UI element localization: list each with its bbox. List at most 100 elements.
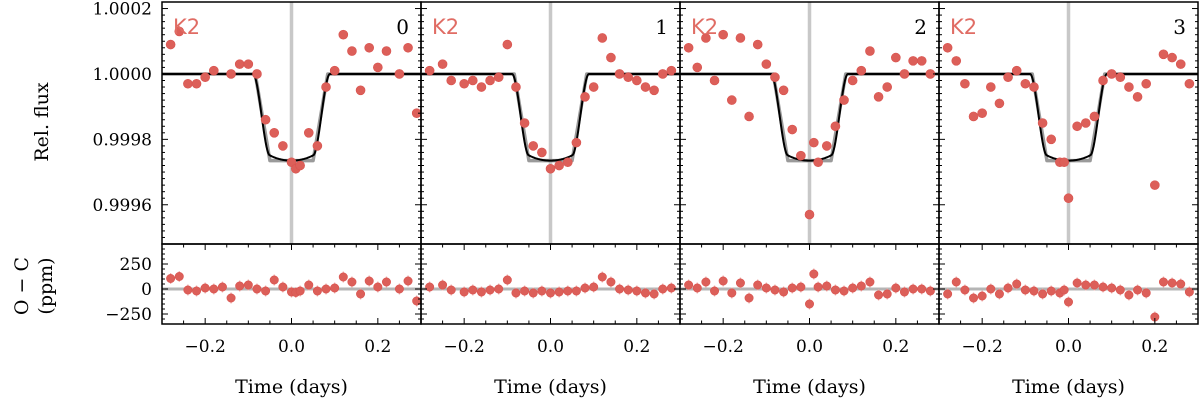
residual-point bbox=[261, 286, 271, 296]
y-axis-title-flux: Rel. flux bbox=[31, 82, 53, 162]
residual-point bbox=[183, 285, 193, 295]
residual-point bbox=[1124, 290, 1134, 300]
residual-point bbox=[658, 284, 668, 294]
flux-point bbox=[865, 46, 875, 56]
flux-point bbox=[467, 75, 478, 86]
residual-point bbox=[589, 282, 599, 292]
residual-point bbox=[563, 286, 573, 296]
flux-subplot bbox=[939, 2, 1198, 244]
flux-point bbox=[1167, 52, 1177, 63]
residual-point bbox=[809, 269, 819, 279]
flux-point bbox=[908, 56, 918, 66]
residual-point bbox=[597, 272, 607, 282]
residual-point bbox=[1115, 285, 1125, 295]
x-tick-label: −0.2 bbox=[703, 337, 744, 357]
residual-point bbox=[994, 289, 1004, 299]
residual-point bbox=[753, 280, 763, 290]
flux-subplot bbox=[162, 2, 421, 244]
residual-point bbox=[606, 277, 616, 287]
flux-point bbox=[916, 56, 927, 66]
flux-point bbox=[1029, 82, 1039, 92]
residual-point bbox=[438, 280, 448, 290]
residual-subplot bbox=[680, 268, 939, 310]
flux-point bbox=[614, 69, 625, 79]
residual-point bbox=[373, 282, 383, 292]
residual-point bbox=[1167, 278, 1177, 288]
residual-tick-label: −250 bbox=[105, 305, 152, 325]
flux-point bbox=[381, 46, 392, 56]
flux-point bbox=[752, 39, 763, 50]
panels: −0.2 0.0 0.2 Time (days) 0.9996 0.9998 1.0000 1… bbox=[93, 0, 1199, 398]
flux-point bbox=[571, 137, 582, 148]
residual-point bbox=[1059, 285, 1069, 295]
residual-point bbox=[1038, 289, 1048, 299]
residual-point bbox=[304, 280, 314, 290]
residual-point bbox=[364, 276, 374, 286]
flux-point bbox=[424, 65, 435, 76]
residual-point bbox=[347, 277, 357, 287]
residual-point bbox=[1072, 278, 1082, 288]
flux-point bbox=[985, 82, 996, 92]
residual-point bbox=[1003, 283, 1013, 293]
residual-tick-label: 250 bbox=[120, 255, 152, 275]
flux-point bbox=[437, 59, 448, 69]
residual-point bbox=[269, 275, 279, 285]
x-tick-label: 0.2 bbox=[1141, 337, 1168, 357]
flux-point bbox=[588, 82, 599, 92]
y-tick-label: 1.0002 bbox=[93, 0, 152, 20]
flux-point bbox=[649, 85, 659, 96]
residual-frame bbox=[938, 243, 1199, 325]
flux-point bbox=[476, 82, 487, 92]
flux-point bbox=[562, 157, 573, 168]
residual-point bbox=[735, 278, 745, 288]
x-axis-title: Time (days) bbox=[753, 376, 866, 398]
residual-point bbox=[908, 284, 918, 294]
x-tick-label: 0.0 bbox=[537, 337, 564, 357]
flux-point bbox=[191, 78, 202, 89]
flux-point bbox=[459, 78, 469, 89]
residual-point bbox=[615, 284, 625, 294]
panel-epoch-number: 0 bbox=[396, 15, 409, 39]
flux-point bbox=[709, 75, 720, 86]
residual-point bbox=[830, 285, 840, 295]
flux-point bbox=[545, 163, 556, 174]
x-tick-label: −0.2 bbox=[185, 337, 226, 357]
flux-point bbox=[303, 128, 314, 138]
flux-point bbox=[951, 56, 962, 66]
flux-point bbox=[260, 114, 271, 125]
flux-point bbox=[683, 42, 694, 53]
residual-point bbox=[684, 280, 694, 290]
residual-point bbox=[394, 284, 404, 294]
flux-subplot bbox=[680, 2, 939, 244]
flux-point bbox=[942, 42, 953, 53]
residual-point bbox=[528, 288, 538, 298]
residual-point bbox=[235, 281, 245, 291]
flux-point bbox=[243, 59, 254, 69]
residual-subplot bbox=[421, 271, 680, 300]
flux-point bbox=[321, 82, 331, 92]
flux-point bbox=[701, 33, 711, 43]
flux-point bbox=[1106, 69, 1117, 79]
x-axis: −0.2 0.0 0.2 Time (days) bbox=[420, 244, 681, 398]
residual-point bbox=[192, 286, 202, 296]
residual-point bbox=[632, 286, 642, 296]
flux-point bbox=[485, 75, 495, 86]
flux-point bbox=[403, 42, 413, 53]
flux-point bbox=[1115, 72, 1126, 83]
x-tick-label: −0.2 bbox=[962, 337, 1003, 357]
flux-point bbox=[1011, 65, 1022, 76]
residual-point bbox=[226, 293, 236, 303]
residual-point bbox=[200, 283, 210, 293]
x-tick-label: 0.0 bbox=[796, 337, 823, 357]
residual-point bbox=[701, 277, 711, 287]
flux-point bbox=[234, 59, 245, 69]
residual-point bbox=[986, 284, 996, 294]
flux-point bbox=[809, 137, 819, 148]
residual-point bbox=[1107, 283, 1117, 293]
flux-point bbox=[718, 29, 728, 40]
flux-point bbox=[1080, 118, 1091, 128]
flux-point bbox=[761, 59, 772, 69]
flux-point bbox=[554, 160, 564, 171]
residual-point bbox=[891, 283, 901, 293]
residual-tick-label: 0 bbox=[141, 280, 152, 300]
